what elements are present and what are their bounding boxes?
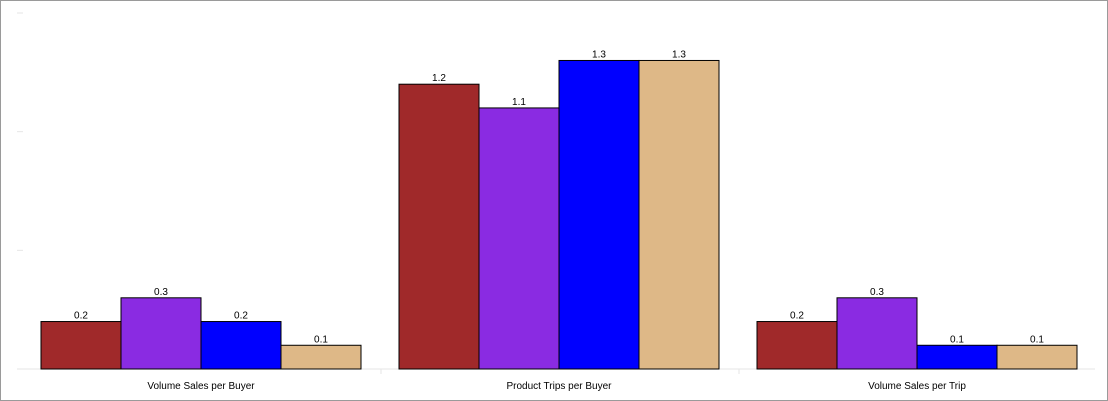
category-label: Volume Sales per Trip <box>868 381 966 392</box>
bar <box>836 297 918 370</box>
data-label: 0.1 <box>314 334 328 345</box>
bar <box>638 59 720 370</box>
data-label: 0.1 <box>1030 334 1044 345</box>
data-label: 0.3 <box>154 287 168 298</box>
bar <box>916 344 998 370</box>
bar <box>996 344 1078 370</box>
data-label: 0.2 <box>790 311 804 322</box>
bar-group: 0.2 0.3 0.2 0.1 Volume Sales per Buyer <box>40 287 362 392</box>
y-tick-layer <box>17 12 23 370</box>
data-label: 1.3 <box>672 49 686 60</box>
data-label: 0.1 <box>950 334 964 345</box>
bar <box>200 321 282 370</box>
bar <box>398 83 480 370</box>
bar <box>120 297 202 370</box>
bar-group: 0.2 0.3 0.1 0.1 Volume Sales per Trip <box>756 287 1078 392</box>
bar <box>756 321 838 370</box>
bar <box>280 344 362 370</box>
data-label: 1.2 <box>432 73 446 84</box>
data-label: 1.1 <box>512 97 526 108</box>
axis-layer <box>23 368 1095 374</box>
data-label: 0.2 <box>234 311 248 322</box>
bar <box>558 59 640 370</box>
data-label: 0.2 <box>74 311 88 322</box>
data-label: 0.3 <box>870 287 884 298</box>
data-label: 1.3 <box>592 49 606 60</box>
bar <box>478 107 560 370</box>
bar-group: 1.2 1.1 1.3 1.3 Product Trips per Buyer <box>398 49 720 392</box>
category-label: Volume Sales per Buyer <box>147 381 255 392</box>
category-label: Product Trips per Buyer <box>506 381 612 392</box>
bar <box>40 321 122 370</box>
bar-groups: 0.2 0.3 0.2 0.1 Volume Sales per Buyer 1.2 1.1… <box>40 49 1078 392</box>
